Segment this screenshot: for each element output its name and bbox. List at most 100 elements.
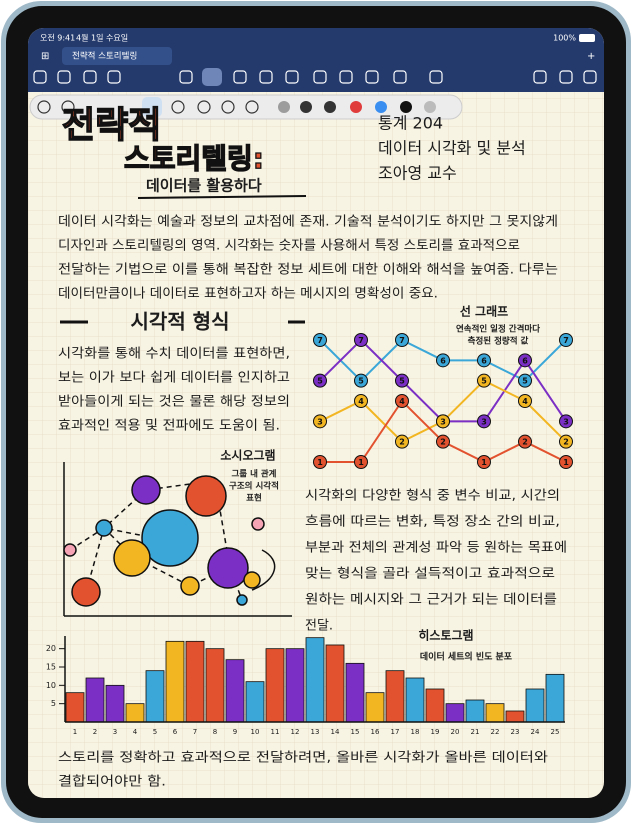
handwritten-line: 그룹 내 관계 bbox=[231, 469, 276, 480]
line-point bbox=[559, 455, 573, 469]
chart-subtitle: 연속적인 일정 간격마다 bbox=[456, 324, 540, 335]
line-point bbox=[559, 333, 573, 347]
handwritten-line: 시각화의 다양한 형식 중 변수 비교, 시간의 bbox=[305, 489, 560, 504]
toolbar-selected bbox=[202, 68, 222, 86]
pen-tool[interactable] bbox=[221, 100, 235, 114]
tab[interactable] bbox=[62, 47, 172, 65]
line-point bbox=[518, 373, 532, 388]
line-point bbox=[354, 333, 368, 347]
histogram-bar bbox=[125, 703, 145, 723]
toolbar-button[interactable] bbox=[559, 70, 573, 84]
line-point bbox=[395, 333, 409, 347]
line-point bbox=[313, 414, 327, 429]
handwritten-line: 원하는 메시지와 그 근거가 되는 데이터를 bbox=[305, 593, 557, 608]
point-label: 3 bbox=[563, 417, 569, 426]
x-tick-label: 14 bbox=[331, 728, 340, 736]
line-point bbox=[395, 394, 409, 408]
point-label: 1 bbox=[563, 458, 569, 467]
color-swatch[interactable] bbox=[300, 101, 312, 113]
toolbar-button[interactable] bbox=[179, 70, 193, 84]
pen-tool[interactable] bbox=[197, 100, 211, 114]
toolbar-button[interactable] bbox=[313, 70, 327, 84]
pen-tool[interactable] bbox=[245, 100, 259, 114]
section-heading: 시각적 형식 bbox=[131, 310, 230, 334]
tabs-button[interactable]: ⊞ bbox=[41, 51, 49, 62]
color-swatch[interactable] bbox=[375, 101, 387, 113]
x-tick-label: 3 bbox=[113, 728, 117, 736]
point-label: 6 bbox=[522, 356, 528, 365]
line-point bbox=[436, 414, 450, 429]
line-point bbox=[395, 434, 409, 449]
y-tick-label: 10 bbox=[46, 681, 56, 690]
x-tick-label: 10 bbox=[251, 728, 260, 736]
line-point bbox=[436, 434, 450, 449]
toolbar-button[interactable] bbox=[583, 70, 597, 84]
point-label: 6 bbox=[440, 356, 446, 365]
add-tab[interactable]: + bbox=[587, 51, 595, 62]
histogram-bar bbox=[485, 703, 505, 723]
point-label: 5 bbox=[399, 377, 405, 386]
histogram-bar bbox=[425, 688, 445, 723]
line-point bbox=[436, 353, 450, 368]
histogram-bar bbox=[225, 659, 245, 723]
line-point bbox=[313, 333, 327, 347]
toolbar-button[interactable] bbox=[365, 70, 379, 84]
line-point bbox=[477, 353, 491, 368]
y-tick-label: 15 bbox=[46, 663, 56, 672]
histogram-bar bbox=[305, 637, 325, 723]
x-tick-label: 16 bbox=[371, 728, 380, 736]
toolbar-button[interactable] bbox=[107, 70, 121, 84]
point-label: 1 bbox=[317, 458, 323, 467]
handwritten-line: 통계 204 bbox=[378, 114, 443, 133]
color-swatch[interactable] bbox=[400, 101, 412, 113]
pen-tools bbox=[37, 97, 436, 117]
line-point bbox=[518, 353, 532, 368]
toolbar-button[interactable] bbox=[33, 70, 47, 84]
toolbar-button[interactable] bbox=[285, 70, 299, 84]
handwritten-line: 받아들이게 되는 것은 물론 해당 정보의 bbox=[58, 395, 290, 410]
toolbar bbox=[33, 68, 597, 86]
point-label: 2 bbox=[522, 438, 528, 447]
line-point bbox=[559, 414, 573, 429]
x-tick-label: 4 bbox=[133, 728, 138, 736]
line-point bbox=[477, 414, 491, 429]
histogram-bar bbox=[325, 644, 345, 723]
tab-title[interactable]: 전략적 스토리텔링 bbox=[72, 51, 137, 62]
x-tick-label: 19 bbox=[431, 728, 440, 736]
handwritten-line: 스토리를 정확하고 효과적으로 전달하려면, 올바른 시각화가 올바른 데이터와 bbox=[58, 751, 548, 766]
line-point bbox=[395, 373, 409, 388]
line-point bbox=[518, 434, 532, 449]
histogram-bar bbox=[545, 673, 565, 723]
line-point bbox=[477, 455, 491, 469]
toolbar-button[interactable] bbox=[259, 70, 273, 84]
sociogram-drawing bbox=[63, 462, 292, 617]
color-swatch[interactable] bbox=[350, 101, 362, 113]
x-tick-label: 8 bbox=[213, 728, 217, 736]
histogram-bar bbox=[145, 670, 165, 723]
x-tick-label: 25 bbox=[551, 728, 560, 736]
color-swatch[interactable] bbox=[278, 101, 290, 113]
battery-icon bbox=[579, 34, 595, 42]
point-label: 5 bbox=[317, 377, 323, 386]
toolbar-button[interactable] bbox=[393, 70, 407, 84]
toolbar-button[interactable] bbox=[533, 70, 547, 84]
histogram-bar bbox=[65, 692, 85, 723]
toolbar-button[interactable] bbox=[233, 70, 247, 84]
point-label: 7 bbox=[563, 336, 569, 345]
x-tick-label: 15 bbox=[351, 728, 360, 736]
toolbar-button[interactable] bbox=[339, 70, 353, 84]
color-swatch[interactable] bbox=[424, 101, 436, 113]
histogram-bar bbox=[245, 681, 265, 723]
toolbar-button[interactable] bbox=[429, 70, 443, 84]
pen-tool[interactable] bbox=[61, 100, 75, 114]
color-swatch[interactable] bbox=[324, 101, 336, 113]
pen-tool[interactable] bbox=[171, 100, 185, 114]
status-battery: 100% bbox=[553, 34, 576, 43]
x-tick-label: 24 bbox=[531, 728, 540, 736]
point-label: 6 bbox=[481, 356, 487, 365]
handwritten-line: 데이터 시각화 및 분석 bbox=[378, 139, 526, 158]
pen-tool[interactable] bbox=[37, 100, 51, 114]
toolbar-button[interactable] bbox=[57, 70, 71, 84]
handwritten-line: 전달. bbox=[305, 619, 333, 634]
toolbar-button[interactable] bbox=[83, 70, 97, 84]
